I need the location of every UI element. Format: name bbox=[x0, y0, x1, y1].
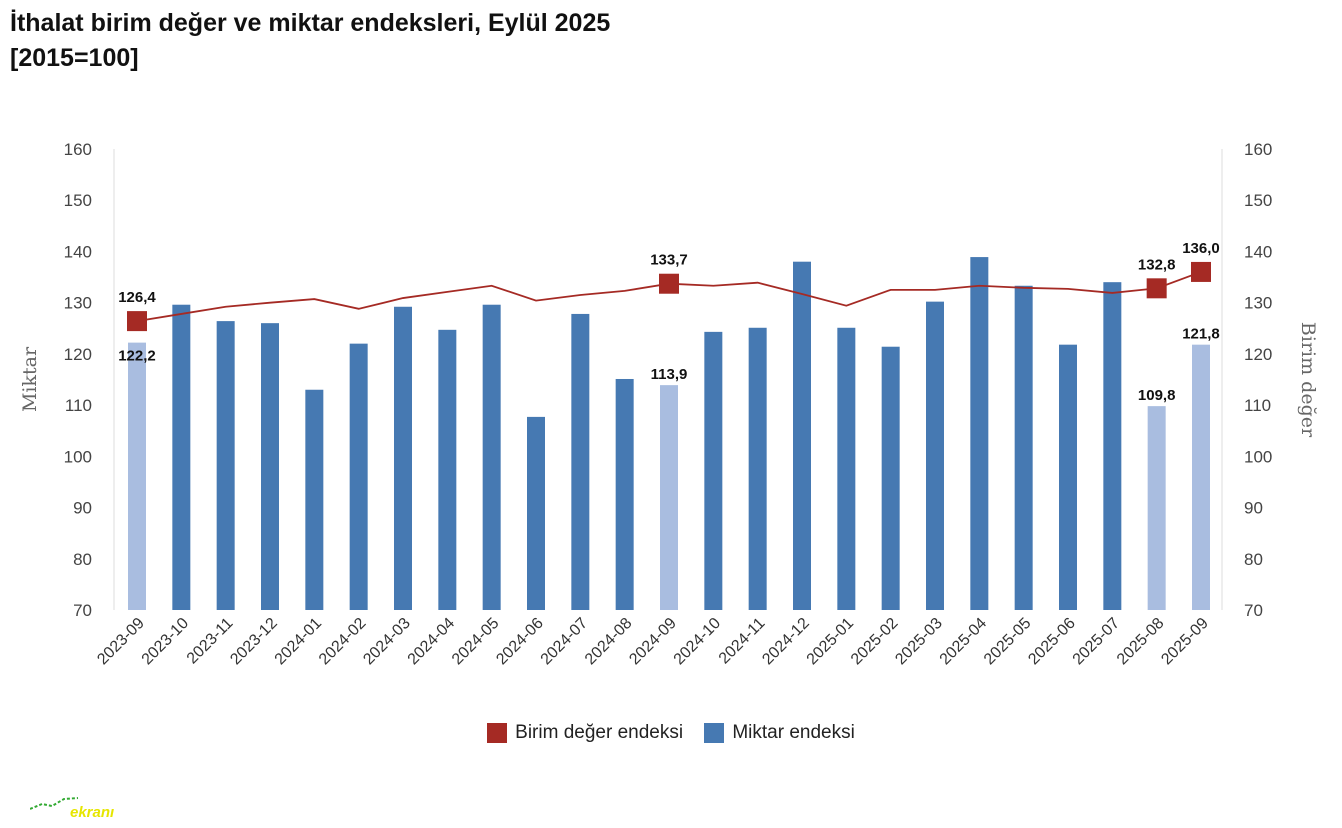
bar-miktar bbox=[482, 304, 501, 610]
y-tick-right: 110 bbox=[1244, 396, 1271, 415]
y-axis-label-left: Miktar bbox=[19, 346, 41, 412]
x-tick-label: 2023-09 bbox=[94, 615, 148, 669]
y-tick-right: 150 bbox=[1244, 191, 1272, 210]
bar-miktar bbox=[1103, 282, 1122, 610]
bar-miktar bbox=[349, 343, 368, 610]
y-tick-left: 160 bbox=[64, 140, 92, 159]
y-tick-right: 140 bbox=[1244, 242, 1272, 261]
bar-miktar bbox=[660, 385, 678, 610]
x-tick-label: 2025-05 bbox=[981, 615, 1035, 669]
y-tick-right: 160 bbox=[1244, 140, 1272, 159]
data-label-miktar: 109,8 bbox=[1138, 387, 1176, 404]
x-tick-label: 2023-11 bbox=[184, 615, 237, 668]
x-tick-label: 2024-04 bbox=[405, 615, 459, 669]
bar-miktar bbox=[571, 313, 590, 610]
y-tick-left: 80 bbox=[73, 550, 92, 569]
x-tick-label: 2025-04 bbox=[937, 615, 991, 669]
data-label-birim-deger: 136,0 bbox=[1182, 240, 1220, 257]
y-tick-left: 120 bbox=[64, 345, 92, 364]
y-tick-left: 100 bbox=[64, 447, 92, 466]
chart-title: İthalat birim değer ve miktar endeksleri… bbox=[10, 6, 610, 76]
data-label-birim-deger: 133,7 bbox=[650, 252, 688, 269]
y-tick-left: 90 bbox=[73, 499, 92, 518]
x-tick-label: 2024-12 bbox=[759, 615, 813, 669]
x-tick-label: 2025-03 bbox=[892, 615, 946, 669]
y-tick-left: 130 bbox=[64, 294, 92, 313]
bar-miktar bbox=[704, 331, 723, 610]
bar-miktar bbox=[881, 346, 900, 610]
bar-miktar bbox=[970, 257, 989, 610]
y-tick-left: 110 bbox=[65, 396, 92, 415]
bar-miktar bbox=[926, 301, 944, 610]
y-tick-right: 70 bbox=[1244, 601, 1263, 620]
x-tick-label: 2025-02 bbox=[848, 615, 902, 669]
data-label-birim-deger: 126,4 bbox=[118, 289, 156, 306]
data-label-miktar: 113,9 bbox=[651, 366, 688, 383]
legend-swatch-bar bbox=[704, 723, 725, 743]
y-tick-left: 140 bbox=[64, 242, 92, 261]
bar-miktar bbox=[305, 389, 324, 610]
bar-miktar bbox=[1147, 406, 1166, 610]
x-tick-label: 2024-05 bbox=[449, 615, 503, 669]
legend: Birim değer endeksi Miktar endeksi bbox=[0, 722, 1342, 749]
legend-swatch-line bbox=[487, 723, 508, 743]
data-label-miktar: 122,2 bbox=[118, 348, 156, 365]
x-tick-label: 2023-10 bbox=[139, 615, 193, 669]
x-tick-label: 2024-07 bbox=[538, 615, 592, 669]
y-tick-right: 100 bbox=[1244, 447, 1272, 466]
y-tick-right: 130 bbox=[1244, 294, 1272, 313]
bar-miktar bbox=[1059, 344, 1077, 610]
x-tick-label: 2024-10 bbox=[671, 615, 725, 669]
bar-miktar bbox=[1014, 285, 1033, 610]
y-tick-right: 80 bbox=[1244, 550, 1263, 569]
x-tick-label: 2024-06 bbox=[493, 615, 547, 669]
logo-chart-icon bbox=[30, 797, 79, 810]
y-tick-left: 150 bbox=[64, 191, 92, 210]
bar-miktar bbox=[527, 416, 545, 610]
marker-birim-deger bbox=[659, 273, 679, 294]
legend-label: Birim değer endeksi bbox=[515, 722, 684, 743]
bar-miktar bbox=[438, 329, 457, 610]
bar-miktar bbox=[128, 342, 146, 610]
x-tick-label: 2024-09 bbox=[626, 615, 680, 669]
title-line-2: [2015=100] bbox=[10, 44, 139, 72]
x-tick-label: 2024-11 bbox=[716, 615, 769, 668]
x-tick-label: 2025-01 bbox=[804, 615, 858, 669]
marker-birim-deger bbox=[127, 311, 147, 332]
marker-birim-deger bbox=[1191, 261, 1211, 282]
title-line-1: İthalat birim değer ve miktar endeksleri… bbox=[10, 9, 611, 37]
bar-miktar bbox=[1192, 344, 1210, 610]
bar-miktar bbox=[837, 327, 856, 610]
marker-birim-deger bbox=[1146, 278, 1167, 299]
y-tick-left: 70 bbox=[73, 601, 92, 620]
x-tick-label: 2023-12 bbox=[227, 615, 281, 669]
bar-miktar bbox=[394, 306, 412, 610]
x-tick-label: 2025-07 bbox=[1070, 615, 1124, 669]
data-label-miktar: 121,8 bbox=[1182, 326, 1220, 343]
bar-miktar bbox=[748, 327, 767, 610]
legend-item-miktar[interactable]: Miktar endeksi bbox=[704, 722, 855, 744]
logo-text: ekranı bbox=[70, 804, 115, 821]
legend-item-birim-deger[interactable]: Birim değer endeksi bbox=[487, 722, 683, 744]
x-tick-label: 2024-01 bbox=[272, 615, 326, 669]
x-tick-label: 2024-08 bbox=[582, 615, 636, 669]
x-tick-label: 2025-08 bbox=[1114, 615, 1168, 669]
watermark-logo: ekranı bbox=[30, 797, 115, 821]
x-tick-label: 2025-06 bbox=[1025, 615, 1079, 669]
y-axis-label-right: Birim değer bbox=[1297, 322, 1319, 438]
y-tick-right: 90 bbox=[1244, 499, 1263, 518]
bar-miktar bbox=[216, 321, 235, 610]
x-tick-label: 2025-09 bbox=[1158, 615, 1212, 669]
bar-miktar bbox=[615, 378, 634, 610]
bar-miktar bbox=[793, 261, 811, 610]
x-tick-label: 2024-03 bbox=[360, 615, 414, 669]
y-tick-right: 120 bbox=[1244, 345, 1272, 364]
bar-miktar bbox=[172, 304, 191, 610]
x-tick-label: 2024-02 bbox=[316, 615, 370, 669]
legend-label: Miktar endeksi bbox=[732, 722, 855, 743]
bar-miktar bbox=[261, 323, 279, 610]
data-label-birim-deger: 132,8 bbox=[1138, 256, 1176, 273]
